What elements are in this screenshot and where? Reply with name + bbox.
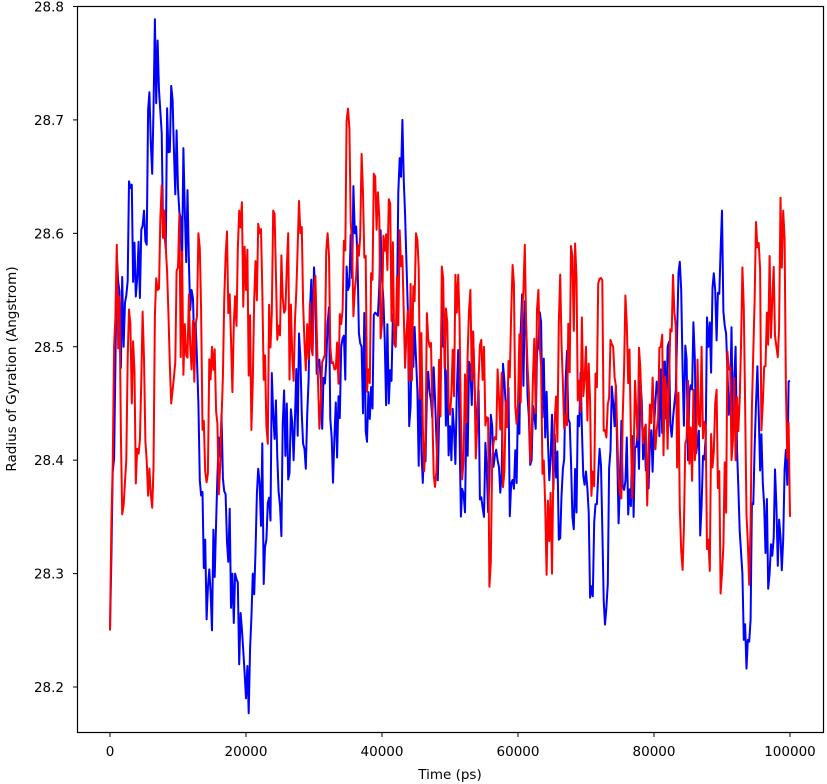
y-tick-label: 28.4: [34, 453, 64, 469]
x-tick-label: 100000: [764, 744, 816, 760]
y-axis-ticks: 28.2 28.3 28.4 28.5 28.6 28.7 28.8: [34, 0, 78, 696]
y-tick-label: 28.6: [34, 226, 64, 242]
x-tick-label: 40000: [361, 744, 404, 760]
y-tick-label: 28.3: [34, 567, 64, 583]
x-tick-label: 0: [106, 744, 115, 760]
y-tick-label: 28.5: [34, 340, 64, 356]
y-axis-label: Radius of Gyration (Angstrom): [4, 266, 20, 471]
x-tick-label: 80000: [633, 744, 676, 760]
y-tick-label: 28.7: [34, 113, 64, 129]
series-line-red: [109, 107, 791, 631]
x-axis-ticks: 0 20000 40000 60000 80000 100000: [106, 732, 816, 760]
x-tick-label: 60000: [497, 744, 540, 760]
axes-frame: [76, 5, 825, 734]
y-tick-label: 28.2: [34, 680, 64, 696]
y-tick-label: 28.8: [34, 0, 64, 16]
x-tick-label: 20000: [225, 744, 268, 760]
x-axis-label: Time (ps): [417, 767, 481, 783]
plot-lines: [109, 18, 791, 715]
